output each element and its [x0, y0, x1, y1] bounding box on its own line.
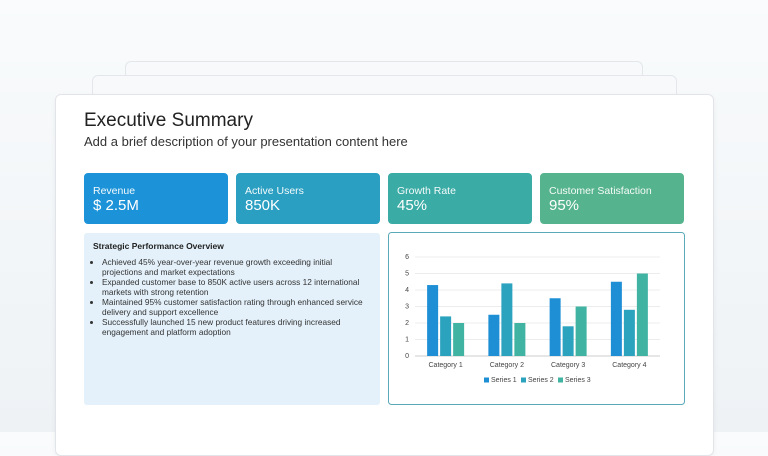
- legend-label: Series 3: [565, 377, 591, 384]
- kpi-label: Revenue: [93, 185, 136, 197]
- chart-frame: [388, 232, 685, 405]
- legend-swatch: [521, 377, 526, 383]
- kpi-label: Customer Satisfaction: [549, 185, 652, 197]
- y-tick-label: 3: [405, 303, 409, 310]
- subtitle: Add a brief description of your presenta…: [84, 134, 408, 149]
- kpi-label: Active Users: [245, 185, 304, 197]
- bar: [549, 298, 561, 356]
- x-tick-label: Category 3: [551, 362, 585, 369]
- bar: [453, 323, 465, 356]
- y-tick-label: 1: [405, 336, 409, 343]
- kpi-card: Active Users 850K: [236, 173, 380, 224]
- kpi-label: Growth Rate: [397, 185, 456, 197]
- legend-label: Series 2: [528, 377, 554, 384]
- kpi-value: $ 2.5M: [93, 197, 139, 214]
- bar: [427, 285, 439, 356]
- bar: [440, 316, 452, 356]
- bullet: Maintained 95% customer satisfaction rat…: [102, 297, 372, 317]
- y-tick-label: 4: [405, 287, 409, 294]
- y-tick-label: 5: [405, 270, 409, 277]
- y-tick-label: 2: [405, 320, 409, 327]
- kpi-card: Customer Satisfaction 95%: [540, 173, 684, 224]
- x-tick-label: Category 4: [612, 362, 646, 369]
- bullet: Achieved 45% year-over-year revenue grow…: [102, 257, 372, 277]
- bar: [623, 309, 635, 356]
- legend-swatch: [558, 377, 563, 383]
- kpi-card: Growth Rate 45%: [388, 173, 532, 224]
- page: Executive Summary Add a brief descriptio…: [0, 0, 768, 432]
- bar: [610, 281, 622, 356]
- legend-swatch: [484, 377, 489, 383]
- kpi-value: 45%: [397, 197, 428, 214]
- y-tick-label: 6: [405, 254, 409, 261]
- overview-title: Strategic Performance Overview: [93, 241, 224, 251]
- title: Executive Summary: [84, 110, 253, 131]
- chart: 0 1 2 3 4 5 6 Category 1 Category 2 Category 3 Cat…: [388, 232, 685, 405]
- x-tick-label: Category 1: [429, 362, 463, 369]
- bar: [575, 306, 587, 356]
- bar: [488, 314, 500, 356]
- bullet: Successfully launched 15 new product fea…: [102, 317, 372, 337]
- bullet: Expanded customer base to 850K active us…: [102, 277, 372, 297]
- bar: [562, 326, 574, 356]
- x-tick-label: Category 2: [490, 362, 524, 369]
- kpi-card: Revenue $ 2.5M: [84, 173, 228, 224]
- bar: [636, 273, 648, 356]
- overview-panel: Strategic Performance Overview Achieved …: [84, 233, 380, 405]
- bar: [501, 283, 513, 356]
- bar: [514, 323, 526, 356]
- kpi-value: 95%: [549, 197, 580, 214]
- y-tick-label: 0: [405, 353, 409, 360]
- legend-label: Series 1: [491, 377, 517, 384]
- bullet-list: Achieved 45% year-over-year revenue grow…: [92, 257, 372, 337]
- kpi-value: 850K: [245, 197, 281, 214]
